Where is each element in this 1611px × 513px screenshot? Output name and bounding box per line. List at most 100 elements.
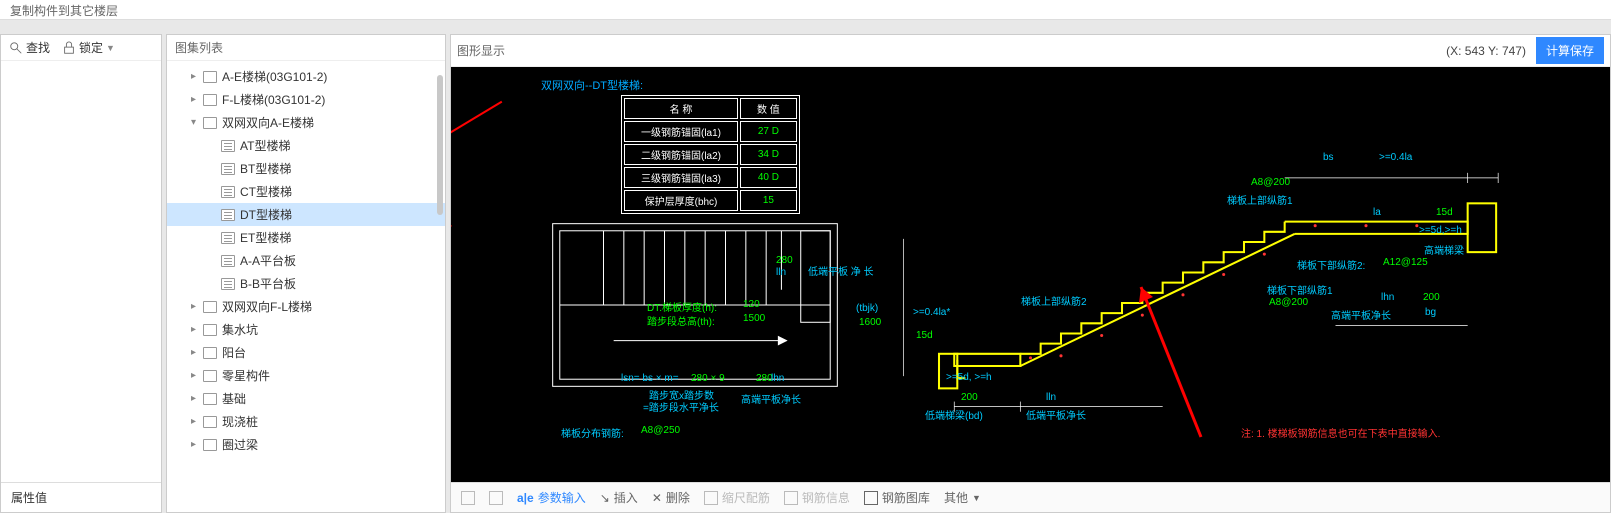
lock-label: 锁定 — [79, 39, 103, 56]
tree-item[interactable]: ▾ 双网双向A-E楼梯 — [167, 111, 445, 134]
param-table: 名 称数 值 一级钢筋锚固(la1)27 D 二级钢筋锚固(la2)34 D 三… — [621, 95, 800, 214]
folder-icon — [203, 347, 217, 359]
folder-icon — [203, 71, 217, 83]
folder-icon — [203, 393, 217, 405]
tree-item[interactable]: CT型楼梯 — [167, 180, 445, 203]
nav-prev-button[interactable] — [489, 491, 503, 505]
folder-icon — [203, 370, 217, 382]
folder-icon — [203, 324, 217, 336]
folder-icon — [203, 439, 217, 451]
tree-item[interactable]: ▸ 基础 — [167, 387, 445, 410]
nav-first-button[interactable] — [461, 491, 475, 505]
tree-item-label: 基础 — [222, 390, 246, 407]
scale-button[interactable]: 缩尺配筋 — [704, 489, 770, 506]
prev-icon — [489, 491, 503, 505]
folder-icon — [203, 416, 217, 428]
rebar-library-button[interactable]: 钢筋图库 — [864, 489, 930, 506]
canvas-panel: 图形显示 (X: 543 Y: 747) 计算保存 双网双向--DT型楼梯: 名… — [450, 34, 1611, 513]
chevron-down-icon: ▼ — [106, 43, 115, 53]
drawing-canvas[interactable]: 双网双向--DT型楼梯: 名 称数 值 一级钢筋锚固(la1)27 D 二级钢筋… — [451, 67, 1610, 482]
tree-item-label: AT型楼梯 — [240, 137, 290, 154]
tree-panel: 图集列表 ▸ A-E楼梯(03G101-2) ▸ F-L楼梯(03G101-2) ▾ 双网… — [166, 34, 446, 513]
insert-button[interactable]: ↘ 插入 — [600, 489, 638, 506]
chevron-icon: ▾ — [191, 117, 201, 128]
search-icon — [9, 41, 23, 55]
tree-item-label: B-B平台板 — [240, 275, 296, 292]
tree-item-label: ET型楼梯 — [240, 229, 291, 246]
window-title: 复制构件到其它楼层 — [0, 0, 1611, 20]
find-label: 查找 — [26, 39, 50, 56]
canvas-title: 图形显示 — [457, 42, 505, 59]
document-icon — [221, 255, 235, 267]
tree-item[interactable]: ▸ F-L楼梯(03G101-2) — [167, 88, 445, 111]
library-icon — [864, 491, 878, 505]
document-icon — [221, 278, 235, 290]
tree-item-label: 双网双向A-E楼梯 — [222, 114, 314, 131]
folder-icon — [203, 94, 217, 106]
tree-item-label: 零星构件 — [222, 367, 270, 384]
other-button[interactable]: 其他 ▼ — [944, 489, 981, 506]
tree-item-label: A-A平台板 — [240, 252, 296, 269]
chevron-icon: ▸ — [191, 416, 201, 427]
tree-item[interactable]: AT型楼梯 — [167, 134, 445, 157]
chevron-icon: ▸ — [191, 94, 201, 105]
insert-icon: ↘ — [600, 491, 610, 505]
tree-item-label: 现浇桩 — [222, 413, 258, 430]
tree-item-label: 阳台 — [222, 344, 246, 361]
tree-item[interactable]: ▸ 圈过梁 — [167, 433, 445, 456]
find-button[interactable]: 查找 — [9, 39, 50, 56]
tree-item[interactable]: DT型楼梯 — [167, 203, 445, 226]
calc-save-button[interactable]: 计算保存 — [1536, 37, 1604, 64]
chevron-icon: ▸ — [191, 324, 201, 335]
tree-item[interactable]: ▸ A-E楼梯(03G101-2) — [167, 65, 445, 88]
chevron-icon: ▸ — [191, 347, 201, 358]
tree-item[interactable]: ET型楼梯 — [167, 226, 445, 249]
scale-icon — [704, 491, 718, 505]
tree-item[interactable]: ▸ 零星构件 — [167, 364, 445, 387]
tree-item[interactable]: ▸ 阳台 — [167, 341, 445, 364]
tree-item[interactable]: A-A平台板 — [167, 249, 445, 272]
chevron-down-icon: ▼ — [972, 493, 981, 503]
document-icon — [221, 186, 235, 198]
rebar-info-button[interactable]: 钢筋信息 — [784, 489, 850, 506]
tree-item[interactable]: ▸ 现浇桩 — [167, 410, 445, 433]
chevron-icon: ▸ — [191, 393, 201, 404]
tree-item-label: 集水坑 — [222, 321, 258, 338]
tree-body[interactable]: ▸ A-E楼梯(03G101-2) ▸ F-L楼梯(03G101-2) ▾ 双网双向A-E… — [167, 61, 445, 512]
delete-button[interactable]: ✕ 删除 — [652, 489, 690, 506]
tree-item[interactable]: ▸ 集水坑 — [167, 318, 445, 341]
tree-item-label: BT型楼梯 — [240, 160, 291, 177]
diagram-caption: 双网双向--DT型楼梯: — [541, 77, 643, 93]
tree-item-label: DT型楼梯 — [240, 206, 292, 223]
diagram-note: 注: 1. 楼梯板钢筋信息也可在下表中直接输入. — [1241, 425, 1440, 440]
folder-icon — [203, 301, 217, 313]
tree-item-label: CT型楼梯 — [240, 183, 292, 200]
document-icon — [221, 140, 235, 152]
left-panel: 查找 锁定 ▼ 属性值 — [0, 34, 162, 513]
tree-item-label: F-L楼梯(03G101-2) — [222, 91, 325, 108]
delete-icon: ✕ — [652, 491, 662, 505]
lock-button[interactable]: 锁定 ▼ — [62, 39, 115, 56]
tree-item-label: 圈过梁 — [222, 436, 258, 453]
tree-item[interactable]: ▸ 双网双向F-L楼梯 — [167, 295, 445, 318]
scrollbar-thumb[interactable] — [437, 75, 443, 215]
chevron-icon: ▸ — [191, 439, 201, 450]
param-icon: a|e — [517, 491, 534, 505]
document-icon — [221, 232, 235, 244]
property-header: 属性值 — [1, 482, 161, 512]
document-icon — [221, 209, 235, 221]
tree-item-label: 双网双向F-L楼梯 — [222, 298, 312, 315]
chevron-icon: ▸ — [191, 301, 201, 312]
chevron-icon: ▸ — [191, 370, 201, 381]
tree-item-label: A-E楼梯(03G101-2) — [222, 68, 327, 85]
lock-icon — [62, 41, 76, 55]
folder-icon — [203, 117, 217, 129]
tree-item[interactable]: BT型楼梯 — [167, 157, 445, 180]
chevron-icon: ▸ — [191, 71, 201, 82]
param-input-button[interactable]: a|e 参数输入 — [517, 489, 586, 506]
tree-title: 图集列表 — [167, 35, 445, 61]
first-icon — [461, 491, 475, 505]
bottom-toolbar: a|e 参数输入 ↘ 插入 ✕ 删除 缩尺配筋 钢筋信息 钢筋图库 其他 ▼ — [451, 482, 1610, 512]
rebar-icon — [784, 491, 798, 505]
tree-item[interactable]: B-B平台板 — [167, 272, 445, 295]
